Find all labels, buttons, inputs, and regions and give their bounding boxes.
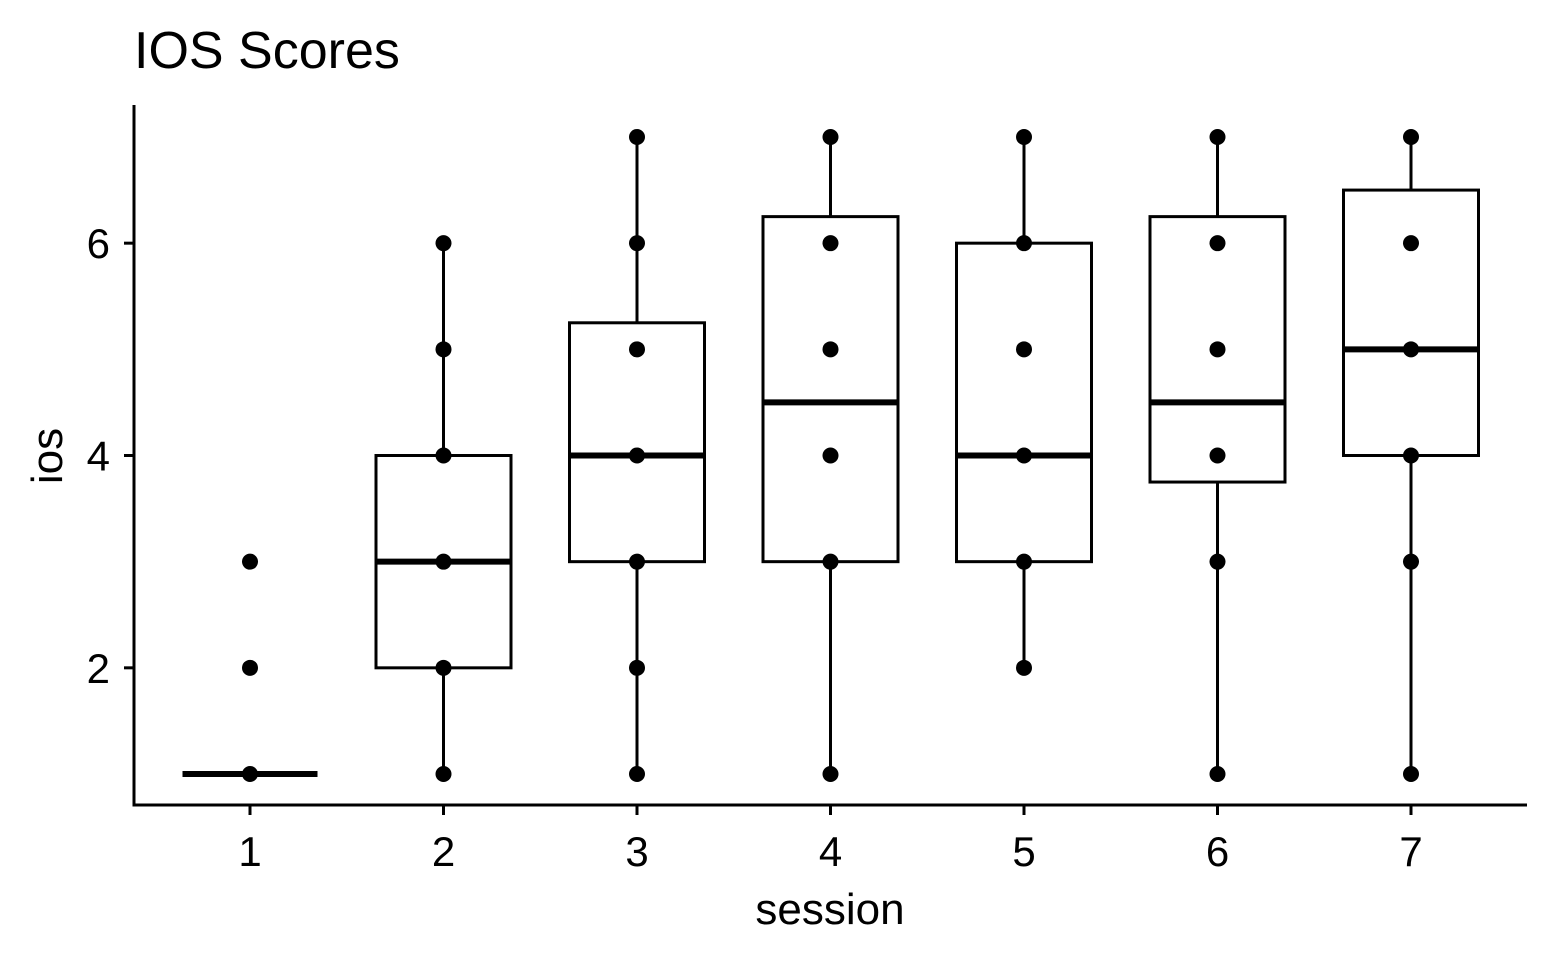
data-point: [1016, 235, 1032, 252]
data-point: [435, 235, 452, 252]
x-tick-label: 5: [1012, 828, 1035, 875]
data-point: [1209, 235, 1226, 252]
data-point: [1209, 129, 1226, 145]
data-point: [1209, 341, 1226, 358]
data-point: [435, 447, 452, 464]
y-tick-label: 4: [87, 433, 110, 480]
x-tick-label: 3: [625, 828, 648, 875]
box-iqr: [955, 241, 1093, 564]
data-point: [435, 766, 452, 782]
data-point: [1403, 235, 1419, 252]
data-point: [242, 553, 258, 570]
data-point: [822, 766, 839, 782]
data-point: [629, 659, 645, 676]
y-tick-label: 6: [87, 220, 110, 267]
box-session-7: [1342, 137, 1480, 774]
box-iqr: [568, 321, 706, 564]
data-point: [1016, 447, 1032, 464]
box-session-2: [374, 243, 513, 774]
y-axis-label: ios: [23, 428, 72, 484]
data-point: [629, 766, 645, 782]
x-axis-ticks: 1 2 3 4 5 6 7: [238, 805, 1423, 875]
data-point: [1209, 766, 1226, 782]
data-point: [1209, 447, 1226, 464]
data-point: [1403, 553, 1419, 570]
data-point: [1016, 553, 1032, 570]
data-point: [822, 341, 839, 358]
box-session-5: [955, 137, 1093, 668]
data-point: [242, 766, 258, 782]
data-point: [1403, 341, 1419, 358]
data-point: [629, 235, 645, 252]
x-tick-label: 4: [819, 828, 842, 875]
data-point: [242, 659, 258, 676]
data-point: [822, 447, 839, 464]
data-point: [1016, 341, 1032, 358]
x-axis-label: session: [755, 885, 904, 934]
data-point: [1403, 129, 1419, 145]
data-point: [1016, 659, 1032, 676]
data-point: [629, 447, 645, 464]
plot-area: [182, 129, 1480, 782]
x-tick-label: 1: [238, 828, 261, 875]
x-tick-label: 6: [1206, 828, 1229, 875]
box-iqr: [761, 215, 900, 564]
data-point: [435, 659, 452, 676]
data-point: [822, 129, 839, 145]
chart-title: IOS Scores: [134, 22, 400, 80]
data-point: [1403, 766, 1419, 782]
data-point: [822, 553, 839, 570]
data-point: [435, 341, 452, 358]
y-tick-label: 2: [87, 645, 110, 692]
box-iqr: [1342, 188, 1480, 457]
data-point: [822, 235, 839, 252]
data-point: [629, 553, 645, 570]
data-point: [435, 553, 452, 570]
data-point: [1016, 129, 1032, 145]
box-session-3: [568, 137, 706, 774]
data-point: [1209, 553, 1226, 570]
data-point: [629, 341, 645, 358]
x-tick-label: 2: [432, 828, 455, 875]
y-axis-ticks: 2 4 6: [87, 220, 134, 692]
data-point: [1403, 447, 1419, 464]
data-point: [629, 129, 645, 145]
x-tick-label: 7: [1399, 828, 1422, 875]
